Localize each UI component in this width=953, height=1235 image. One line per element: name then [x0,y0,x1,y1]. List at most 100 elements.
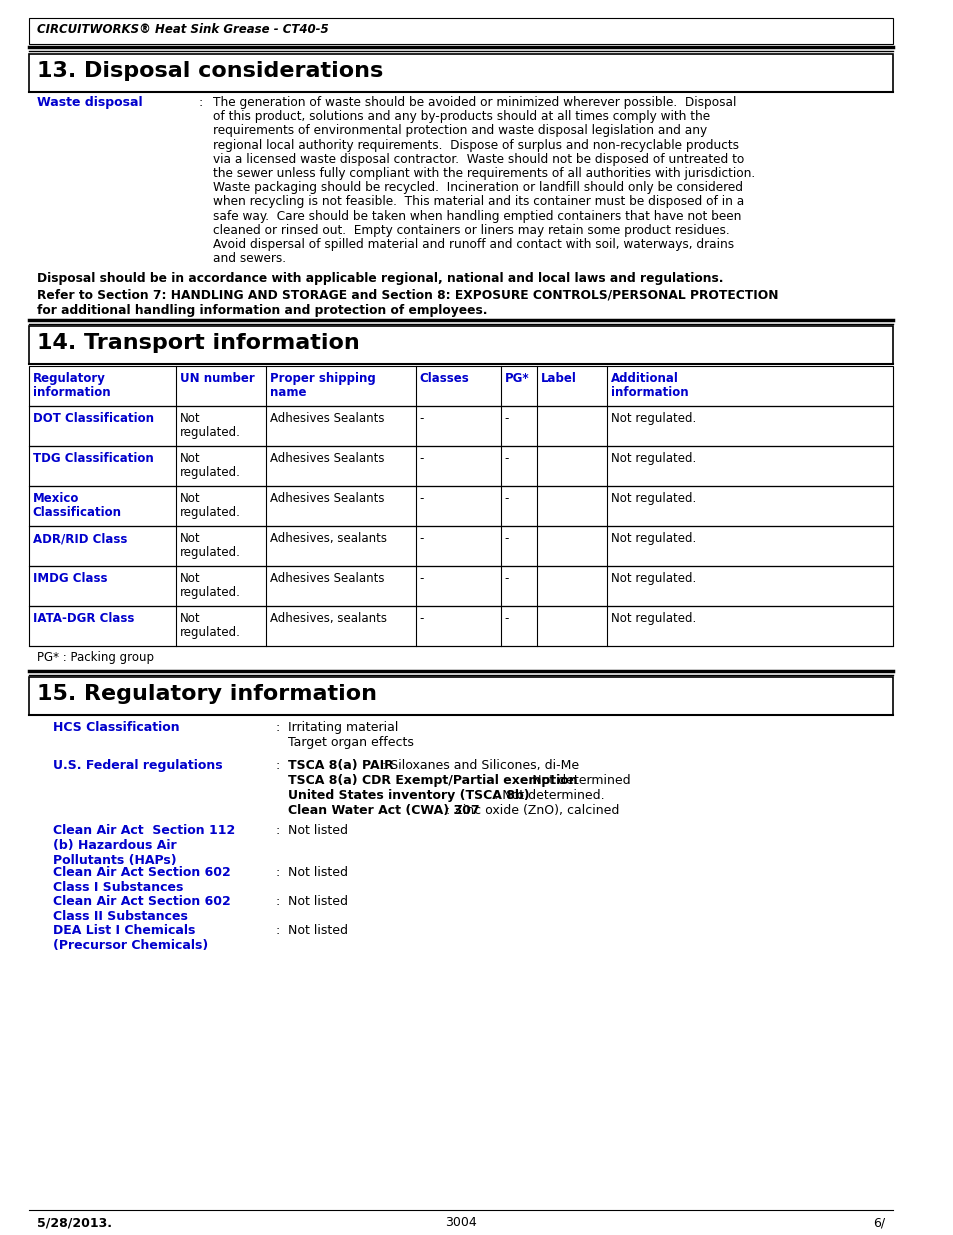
Text: Clean Air Act Section 602: Clean Air Act Section 602 [53,867,231,879]
Text: Class I Substances: Class I Substances [53,882,183,894]
Text: :: : [198,96,202,109]
Text: :: : [275,895,279,909]
Text: and sewers.: and sewers. [213,252,285,266]
Text: -: - [419,613,423,625]
Text: Clean Water Act (CWA) 307: Clean Water Act (CWA) 307 [288,804,479,818]
Text: TSCA 8(a) CDR Exempt/Partial exemption: TSCA 8(a) CDR Exempt/Partial exemption [288,774,578,788]
Bar [29,606,892,646]
Text: Not regulated.: Not regulated. [611,412,696,425]
Text: Regulatory: Regulatory [32,373,106,385]
Text: Not listed: Not listed [288,867,348,879]
Text: regional local authority requirements.  Dispose of surplus and non-recyclable pr: regional local authority requirements. D… [213,138,738,152]
Text: : Not determined: : Not determined [523,774,630,788]
Text: PG*: PG* [504,373,529,385]
Text: Not regulated.: Not regulated. [611,532,696,546]
Text: Adhesives Sealants: Adhesives Sealants [270,452,384,466]
Text: Adhesives Sealants: Adhesives Sealants [270,493,384,505]
Text: Not regulated.: Not regulated. [611,572,696,585]
Text: information: information [32,387,111,399]
Text: UN number: UN number [180,373,254,385]
Text: (Precursor Chemicals): (Precursor Chemicals) [53,940,208,952]
Text: of this product, solutions and any by-products should at all times comply with t: of this product, solutions and any by-pr… [213,110,709,124]
Text: The generation of waste should be avoided or minimized wherever possible.  Dispo: The generation of waste should be avoide… [213,96,736,109]
Text: IMDG Class: IMDG Class [32,572,108,585]
Text: Target organ effects: Target organ effects [288,736,414,750]
Text: Label: Label [540,373,576,385]
Text: Adhesives Sealants: Adhesives Sealants [270,572,384,585]
Text: Avoid dispersal of spilled material and runoff and contact with soil, waterways,: Avoid dispersal of spilled material and … [213,238,733,251]
Text: CIRCUITWORKS® Heat Sink Grease - CT40-5: CIRCUITWORKS® Heat Sink Grease - CT40-5 [37,23,328,36]
Text: Waste packaging should be recycled.  Incineration or landfill should only be con: Waste packaging should be recycled. Inci… [213,182,742,194]
Text: Not listed: Not listed [288,925,348,937]
Text: regulated.: regulated. [180,626,240,640]
Text: -: - [419,452,423,466]
Text: regulated.: regulated. [180,587,240,599]
Text: Not listed: Not listed [288,825,348,837]
Text: Adhesives, sealants: Adhesives, sealants [270,613,386,625]
Text: :: : [275,760,279,772]
Text: -: - [419,572,423,585]
Text: requirements of environmental protection and waste disposal legislation and any: requirements of environmental protection… [213,125,706,137]
Text: Not: Not [180,613,200,625]
Text: cleaned or rinsed out.  Empty containers or liners may retain some product resid: cleaned or rinsed out. Empty containers … [213,224,729,237]
Bar [29,526,892,567]
Text: DEA List I Chemicals: DEA List I Chemicals [53,925,195,937]
Text: : Zinc oxide (ZnO), calcined: : Zinc oxide (ZnO), calcined [445,804,618,818]
Text: 5/28/2013.: 5/28/2013. [37,1216,112,1229]
Text: regulated.: regulated. [180,546,240,559]
Text: -: - [419,412,423,425]
Text: PG* : Packing group: PG* : Packing group [37,651,153,664]
Text: -: - [504,532,509,546]
Text: United States inventory (TSCA 8b): United States inventory (TSCA 8b) [288,789,529,803]
Text: the sewer unless fully compliant with the requirements of all authorities with j: the sewer unless fully compliant with th… [213,167,754,180]
Text: -: - [504,613,509,625]
Text: 13. Disposal considerations: 13. Disposal considerations [37,61,382,82]
Text: Not regulated.: Not regulated. [611,493,696,505]
Text: -: - [419,493,423,505]
Bar [29,19,892,44]
Text: Mexico: Mexico [32,493,79,505]
Text: Adhesives Sealants: Adhesives Sealants [270,412,384,425]
Text: Waste disposal: Waste disposal [37,96,142,109]
Bar [29,487,892,526]
Text: Irritating material: Irritating material [288,721,398,735]
Bar [29,54,892,91]
Text: (b) Hazardous Air: (b) Hazardous Air [53,840,176,852]
Text: IATA-DGR Class: IATA-DGR Class [32,613,134,625]
Text: :: : [275,867,279,879]
Text: 14. Transport information: 14. Transport information [37,333,359,353]
Text: 15. Regulatory information: 15. Regulatory information [37,684,376,704]
Text: when recycling is not feasible.  This material and its container must be dispose: when recycling is not feasible. This mat… [213,195,743,209]
Text: :: : [275,925,279,937]
Text: HCS Classification: HCS Classification [53,721,179,735]
Text: Not: Not [180,572,200,585]
Bar [29,326,892,364]
Text: ADR/RID Class: ADR/RID Class [32,532,127,546]
Text: TDG Classification: TDG Classification [32,452,153,466]
Text: -: - [504,412,509,425]
Text: Disposal should be in accordance with applicable regional, national and local la: Disposal should be in accordance with ap… [37,273,722,285]
Bar [29,446,892,487]
Text: Pollutants (HAPs): Pollutants (HAPs) [53,855,176,867]
Text: Not regulated.: Not regulated. [611,613,696,625]
Text: DOT Classification: DOT Classification [32,412,153,425]
Text: Adhesives, sealants: Adhesives, sealants [270,532,386,546]
Text: Classification: Classification [32,506,122,520]
Text: Refer to Section 7: HANDLING AND STORAGE and Section 8: EXPOSURE CONTROLS/PERSON: Refer to Section 7: HANDLING AND STORAGE… [37,289,778,301]
Text: -: - [504,572,509,585]
Text: -: - [504,493,509,505]
Text: Clean Air Act Section 602: Clean Air Act Section 602 [53,895,231,909]
Bar [29,406,892,446]
Bar [29,678,892,715]
Text: information: information [611,387,688,399]
Text: : Siloxanes and Silicones, di-Me: : Siloxanes and Silicones, di-Me [381,760,578,772]
Text: regulated.: regulated. [180,467,240,479]
Text: Clean Air Act  Section 112: Clean Air Act Section 112 [53,825,235,837]
Text: Classes: Classes [419,373,469,385]
Text: safe way.  Care should be taken when handling emptied containers that have not b: safe way. Care should be taken when hand… [213,210,740,222]
Text: 6/: 6/ [873,1216,884,1229]
Text: Not: Not [180,452,200,466]
Text: :: : [275,721,279,735]
Text: Not regulated.: Not regulated. [611,452,696,466]
Text: TSCA 8(a) PAIR: TSCA 8(a) PAIR [288,760,394,772]
